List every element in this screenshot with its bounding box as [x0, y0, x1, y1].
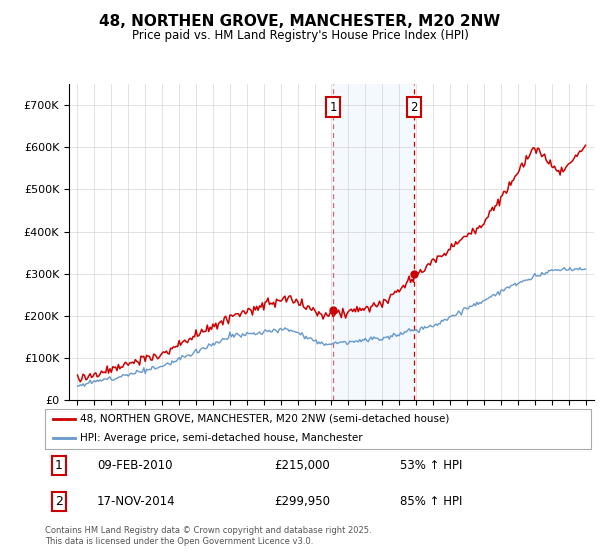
Text: 85% ↑ HPI: 85% ↑ HPI	[400, 495, 462, 508]
Text: £215,000: £215,000	[274, 459, 330, 472]
Text: Contains HM Land Registry data © Crown copyright and database right 2025.
This d: Contains HM Land Registry data © Crown c…	[45, 526, 371, 546]
Text: 2: 2	[55, 495, 62, 508]
Text: HPI: Average price, semi-detached house, Manchester: HPI: Average price, semi-detached house,…	[80, 433, 363, 443]
Text: 1: 1	[55, 459, 62, 472]
Text: £299,950: £299,950	[274, 495, 331, 508]
FancyBboxPatch shape	[45, 409, 591, 449]
Text: 1: 1	[329, 101, 337, 114]
Text: 48, NORTHEN GROVE, MANCHESTER, M20 2NW: 48, NORTHEN GROVE, MANCHESTER, M20 2NW	[100, 14, 500, 29]
Text: 17-NOV-2014: 17-NOV-2014	[97, 495, 175, 508]
Text: Price paid vs. HM Land Registry's House Price Index (HPI): Price paid vs. HM Land Registry's House …	[131, 29, 469, 42]
Text: 2: 2	[410, 101, 418, 114]
Bar	[333, 84, 414, 400]
Text: 48, NORTHEN GROVE, MANCHESTER, M20 2NW (semi-detached house): 48, NORTHEN GROVE, MANCHESTER, M20 2NW (…	[80, 414, 450, 424]
Text: 09-FEB-2010: 09-FEB-2010	[97, 459, 172, 472]
Text: 53% ↑ HPI: 53% ↑ HPI	[400, 459, 462, 472]
